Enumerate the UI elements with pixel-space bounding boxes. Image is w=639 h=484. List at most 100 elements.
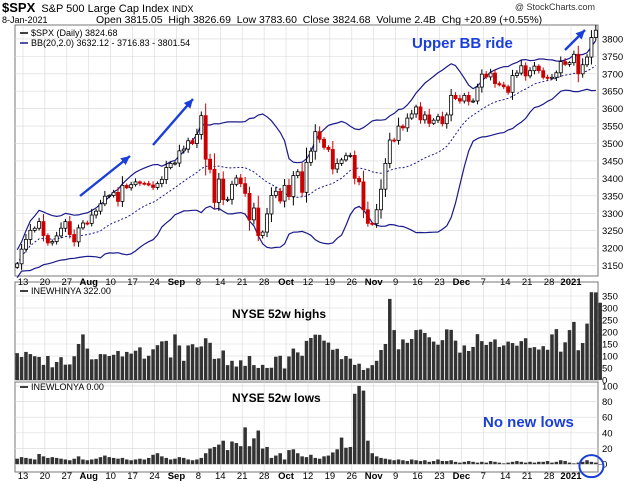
- lows-bar: [493, 461, 497, 465]
- highs-bar: [155, 345, 160, 380]
- highs-bar: [449, 329, 453, 380]
- highs-bar: [160, 341, 164, 380]
- candle-body: [186, 140, 191, 150]
- candle-body: [265, 213, 269, 233]
- candle-body: [32, 227, 37, 231]
- x-tick-label: 12: [303, 471, 314, 482]
- lows-bar: [125, 459, 129, 465]
- x-tick-label: Dec: [453, 277, 470, 288]
- open-value: 3815.05: [124, 14, 163, 26]
- zero-lows-circle: [578, 454, 605, 479]
- candle-body: [554, 72, 559, 78]
- highs-bar: [107, 356, 111, 380]
- highs-bar: [396, 349, 401, 380]
- legend-bb: BB(20,2.0) 3632.12 - 3716.83 - 3801.54: [20, 38, 190, 48]
- lows-bar: [436, 459, 440, 465]
- x-tick-label: Nov: [365, 277, 384, 288]
- lows-bar: [146, 457, 151, 465]
- candle-body: [124, 184, 129, 189]
- candle-body: [116, 191, 120, 202]
- highs-bar: [523, 338, 528, 380]
- candle-body: [50, 241, 55, 244]
- lows-bar: [256, 430, 261, 465]
- candle-body: [528, 70, 532, 77]
- volume-label: Volume: [376, 14, 412, 26]
- arrow-august: [152, 98, 194, 146]
- lows-panel-frame: [14, 381, 599, 473]
- lows-bar: [54, 457, 59, 465]
- candle-body: [427, 114, 432, 124]
- x-tick-label: Sep: [168, 277, 186, 288]
- x-tick-label: 9: [393, 471, 398, 482]
- lows-bar: [287, 450, 291, 465]
- legend-highs: INEWHINYA 322.00: [20, 286, 111, 296]
- lows-bar: [414, 460, 418, 465]
- lows-bar: [46, 457, 50, 465]
- lows-bar: [85, 460, 90, 465]
- highs-bar: [453, 340, 458, 380]
- price-y-tick: 3650: [602, 87, 623, 98]
- highs-bar: [480, 341, 484, 380]
- highs-bar: [366, 368, 370, 380]
- candle-body: [344, 155, 348, 161]
- candle-body: [484, 73, 489, 78]
- highs-bar: [199, 346, 204, 380]
- price-y-tick: 3600: [602, 104, 623, 115]
- lows-bar: [545, 461, 550, 465]
- lows-bar: [138, 458, 142, 465]
- highs-bar: [252, 365, 256, 380]
- highs-bar: [28, 354, 33, 380]
- lows-bar: [111, 457, 116, 465]
- x-tick-label: Oct: [278, 471, 295, 482]
- highs-bar: [313, 334, 318, 380]
- lows-bar: [453, 461, 458, 465]
- candle-body: [24, 238, 28, 250]
- legend-bb-text: BB(20,2.0) 3632.12 - 3716.83 - 3801.54: [31, 38, 190, 48]
- highs-bar: [440, 340, 445, 380]
- candle-body: [414, 106, 419, 115]
- candle-body: [497, 83, 502, 86]
- lows-bar: [563, 461, 567, 465]
- lows-bar: [357, 385, 361, 465]
- highs-bar: [488, 341, 493, 380]
- highs-bar: [85, 348, 90, 380]
- highs-bar: [475, 334, 480, 380]
- lows-bar: [488, 461, 493, 465]
- candle-body: [243, 183, 248, 194]
- lows-y-tick: 0: [602, 460, 607, 471]
- highs-bar: [63, 364, 68, 380]
- highs-bar: [326, 342, 331, 380]
- chg-value: +20.89 (+0.55%): [463, 14, 543, 26]
- highs-bar: [287, 356, 291, 380]
- highs-bar: [423, 332, 427, 380]
- lows-bar: [59, 458, 63, 465]
- candle-body: [247, 192, 252, 221]
- candle-body: [273, 190, 278, 196]
- highs-bar: [54, 362, 59, 380]
- candle-body: [357, 177, 362, 183]
- lows-bar: [541, 461, 545, 465]
- x-tick-label: Sep: [168, 471, 186, 482]
- highs-bar: [515, 345, 519, 380]
- lows-bar: [313, 457, 318, 465]
- highs-bar: [81, 334, 85, 380]
- lows-bar: [510, 461, 515, 465]
- x-tick-labels: 13 13 20 20 27 27 Aug Aug 10 10 17 17 24 24 Sep Sep 8 8 14…: [18, 277, 583, 482]
- bb-upper-band: [16, 40, 597, 251]
- x-tick-label: 14: [500, 471, 511, 482]
- price-y-tick: 3400: [602, 174, 623, 185]
- highs-bar: [59, 357, 63, 380]
- candle-body: [330, 149, 335, 170]
- x-tick-label: 2021: [560, 471, 582, 482]
- highs-bar: [120, 356, 125, 380]
- candle-body: [155, 183, 160, 188]
- legend-spx: $SPX (Daily) 3824.68: [20, 28, 118, 38]
- lows-bar: [160, 456, 164, 465]
- lows-bar: [168, 459, 173, 465]
- highs-bar: [322, 340, 326, 380]
- lows-bar: [243, 427, 247, 465]
- candle-body: [550, 76, 554, 79]
- lows-bar: [594, 462, 598, 465]
- candle-body: [216, 178, 221, 203]
- x-tick-label: 14: [215, 471, 226, 482]
